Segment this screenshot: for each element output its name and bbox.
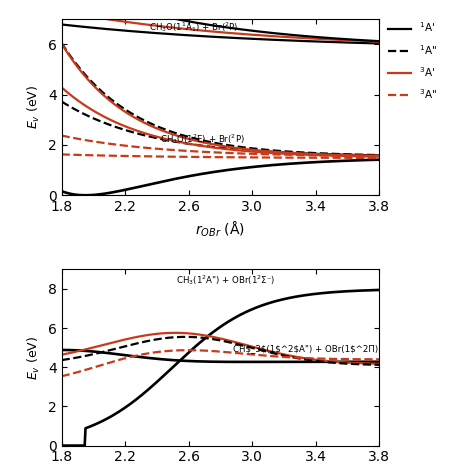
Y-axis label: $E_v$ (eV): $E_v$ (eV) xyxy=(26,335,42,380)
Y-axis label: $E_v$ (eV): $E_v$ (eV) xyxy=(26,85,42,129)
Text: CH$_3$(1$^2$A") + OBr(1$^2Π): CH$_3$(1$^2$A") + OBr(1$^2Π) xyxy=(233,344,378,353)
Legend: $^1$A', $^1$A", $^3$A', $^3$A": $^1$A', $^1$A", $^3$A', $^3$A" xyxy=(388,21,437,101)
Text: CH$_3$O(1$^2$E) + Br($^2$P): CH$_3$O(1$^2$E) + Br($^2$P) xyxy=(160,132,245,146)
Text: CH$_3$O(1$^1$A$_1$) + Br($^2$P): CH$_3$O(1$^1$A$_1$) + Br($^2$P) xyxy=(149,20,238,34)
X-axis label: $r_{OBr}$ (Å): $r_{OBr}$ (Å) xyxy=(195,219,246,239)
Text: CH$_3$(1$^2$A") + OBr(1$^2Σ$⁻): CH$_3$(1$^2$A") + OBr(1$^2Σ$⁻) xyxy=(176,273,275,287)
